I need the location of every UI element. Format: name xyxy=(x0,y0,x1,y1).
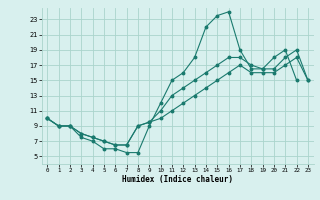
X-axis label: Humidex (Indice chaleur): Humidex (Indice chaleur) xyxy=(122,175,233,184)
